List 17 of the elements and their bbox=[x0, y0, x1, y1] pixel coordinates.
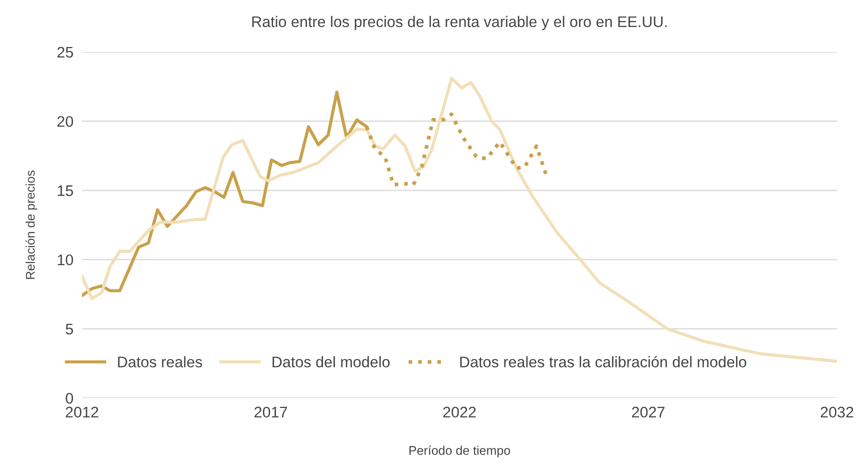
legend-label: Datos del modelo bbox=[272, 356, 390, 368]
y-tick-label: 5 bbox=[66, 324, 74, 334]
y-tick-label: 0 bbox=[66, 392, 74, 404]
x-tick-label: 2022 bbox=[443, 406, 476, 418]
x-tick-label: 2027 bbox=[632, 406, 664, 418]
x-tick-label: 2012 bbox=[66, 406, 98, 418]
y-tick-label: 15 bbox=[58, 185, 74, 196]
legend-label: Datos reales bbox=[118, 356, 202, 368]
y-tick-label: 25 bbox=[57, 46, 74, 58]
y-axis-title: Relación de precios bbox=[25, 170, 38, 279]
y-tick-label: 20 bbox=[57, 116, 74, 127]
chart-title: Ratio entre los precios de la renta variable y el oro en EE.UU. bbox=[252, 16, 667, 30]
x-tick-label: 2017 bbox=[254, 406, 287, 418]
y-tick-label: 10 bbox=[58, 254, 74, 266]
x-tick-label: 2032 bbox=[820, 406, 854, 418]
legend-label: Datos reales tras la calibración del modelo bbox=[460, 356, 746, 368]
x-axis-title: Período de tiempo bbox=[409, 446, 510, 458]
